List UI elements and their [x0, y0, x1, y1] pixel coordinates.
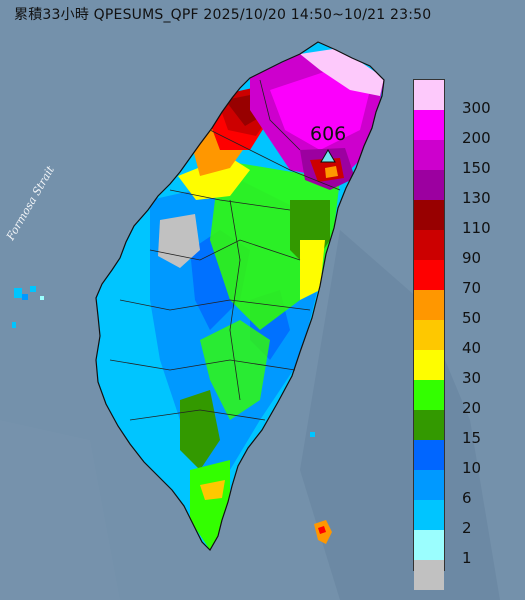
islets	[314, 520, 332, 544]
legend-label: 200	[462, 129, 491, 147]
legend-label: 90	[462, 249, 482, 267]
legend-swatch	[414, 500, 444, 530]
legend-label: 300	[462, 99, 491, 117]
legend-swatch	[414, 200, 444, 230]
legend-label: 40	[462, 339, 482, 357]
legend-swatch	[414, 530, 444, 560]
legend-swatch	[414, 380, 444, 410]
legend-swatch	[414, 440, 444, 470]
legend-label: 150	[462, 159, 491, 177]
legend-swatch	[414, 350, 444, 380]
legend-swatch	[414, 560, 444, 590]
legend-label: 20	[462, 399, 482, 417]
legend-swatch	[414, 110, 444, 140]
legend-swatch	[414, 230, 444, 260]
legend-swatch	[414, 170, 444, 200]
legend-label: 130	[462, 189, 491, 207]
legend-label: 50	[462, 309, 482, 327]
county-borders	[95, 41, 385, 551]
legend-swatch	[414, 410, 444, 440]
legend-swatch	[414, 80, 444, 110]
legend-label: 10	[462, 459, 482, 477]
legend-label: 2	[462, 519, 472, 537]
legend-label: 6	[462, 489, 472, 507]
legend-label: 70	[462, 279, 482, 297]
legend-swatch	[414, 320, 444, 350]
legend-label: 15	[462, 429, 482, 447]
map-title: 累積33小時 QPESUMS_QPF 2025/10/20 14:50~10/2…	[14, 7, 432, 23]
legend-swatch	[414, 140, 444, 170]
legend-label: 110	[462, 219, 491, 237]
legend-swatch	[414, 260, 444, 290]
rainfall-legend	[413, 79, 445, 590]
legend-swatch	[414, 470, 444, 500]
legend-swatch	[414, 290, 444, 320]
max-rainfall-value: 606	[310, 123, 347, 145]
legend-label: 1	[462, 549, 472, 567]
legend-label: 30	[462, 369, 482, 387]
offshore-echoes	[12, 286, 315, 437]
max-rainfall-marker	[320, 149, 336, 163]
